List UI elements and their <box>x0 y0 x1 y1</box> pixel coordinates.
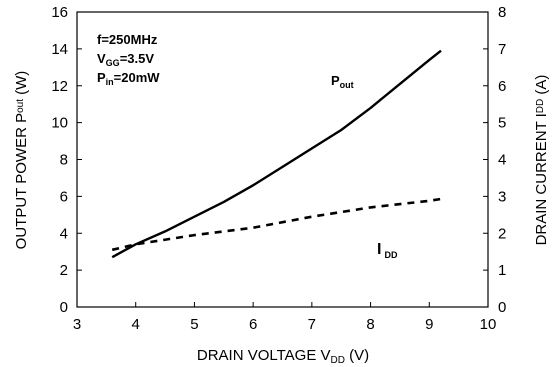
y-left-tick-label: 8 <box>60 152 68 169</box>
x-tick-label: 9 <box>425 316 433 333</box>
x-tick-label: 8 <box>366 316 374 333</box>
x-axis-ticks: 3 4 5 6 7 8 9 10 <box>73 302 497 333</box>
y-right-tick-label: 8 <box>498 4 506 21</box>
series-pout-line <box>111 49 442 259</box>
y-right-tick-label: 1 <box>498 262 506 279</box>
x-tick-label: 4 <box>132 316 140 333</box>
condition-vgg: VGG=3.5V <box>97 51 154 68</box>
y-right-tick-label: 5 <box>498 115 506 132</box>
y-right-tick-label: 3 <box>498 188 506 205</box>
x-tick-label: 7 <box>308 316 316 333</box>
y-axis-right-title: DRAIN CURRENT IDD (A) <box>533 75 550 246</box>
x-tick-label: 3 <box>73 316 81 333</box>
series-idd-line <box>111 197 442 252</box>
x-tick-label: 10 <box>480 316 497 333</box>
series-label-pout: Pout <box>331 73 354 90</box>
series-label-idd: I DD <box>377 241 398 260</box>
y-left-tick-label: 0 <box>60 299 68 316</box>
condition-pin: Pin=20mW <box>97 70 160 87</box>
y-right-tick-label: 7 <box>498 41 506 58</box>
y-right-tick-label: 6 <box>498 78 506 95</box>
x-axis-title: DRAIN VOLTAGE VDD (V) <box>197 347 369 366</box>
y-left-tick-label: 6 <box>60 188 68 205</box>
y-right-tick-label: 0 <box>498 299 506 316</box>
y-left-tick-label: 16 <box>51 4 68 21</box>
x-tick-label: 5 <box>190 316 198 333</box>
y-right-tick-label: 4 <box>498 152 506 169</box>
y-axis-left-ticks: 0 2 4 6 8 10 12 14 16 <box>51 4 82 316</box>
x-tick-label: 6 <box>249 316 257 333</box>
y-axis-left-title: OUTPUT POWER Pout (W) <box>13 71 30 250</box>
y-left-tick-label: 14 <box>51 41 68 58</box>
y-left-tick-label: 12 <box>51 78 68 95</box>
y-left-tick-label: 4 <box>60 225 68 242</box>
condition-frequency: f=250MHz <box>97 32 158 47</box>
y-axis-right-ticks: 0 1 2 3 4 5 6 7 8 <box>483 4 506 316</box>
y-left-tick-label: 10 <box>51 115 68 132</box>
series-group <box>111 49 442 259</box>
y-right-tick-label: 2 <box>498 225 506 242</box>
y-left-tick-label: 2 <box>60 262 68 279</box>
